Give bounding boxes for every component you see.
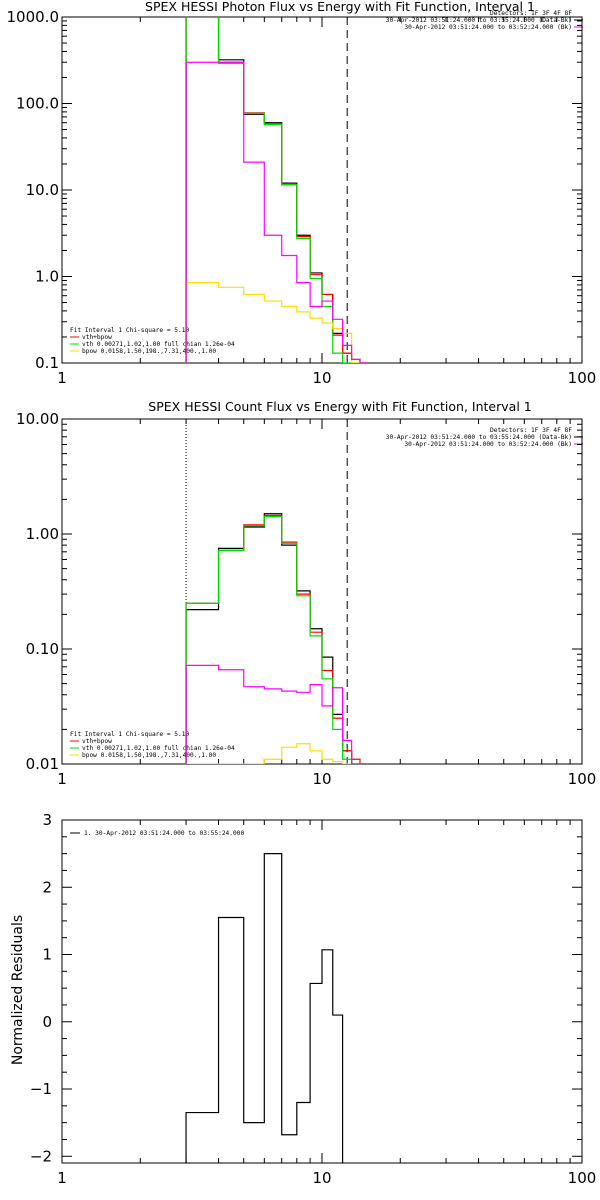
residuals-ylabel: Normalized Residuals [10,915,26,1065]
count-series-data [185,513,368,764]
residuals-legend: 1. 30-Apr-2012 03:51:24.000 to 03:55:24.… [70,830,244,837]
count-series-fit_total [185,514,368,764]
count-legend-bpow: bpow 0.0158,1.50,198.,7.31,400.,1.00 [82,752,216,759]
photon-ytick-label: 0.1 [35,354,59,372]
count-legend-vth: vth 0.00271,1.02,1.00 full chian 1.26e-0… [82,745,235,752]
photon-flux-panel: SPEX HESSI Photon Flux vs Energy with Fi… [7,0,597,387]
photon-series-bpow [185,282,368,363]
count-legend-bottom: Fit Interval 1 Chi-square = 5.10 vth+bpo… [70,731,235,759]
count-legend-data: 30-Apr-2012 03:51:24.000 to 03:55:24.000… [386,434,572,441]
count-flux-panel: SPEX HESSI Count Flux vs Energy with Fit… [16,399,596,788]
photon-legend-vth: vth 0.00271,1.02,1.00 full chian 1.26e-0… [82,341,235,348]
count-xtick-label: 10 [312,770,331,788]
photon-legend-total: vth+bpow [82,334,112,341]
count-ytick-label: 1.00 [26,525,59,543]
count-xtick-label: 1 [57,770,67,788]
photon-series-data [185,17,368,363]
count-legend-detectors: Detectors: 1F 3F 4F 8F [490,427,572,434]
count-series-vth [185,515,368,764]
count-series-bpow [186,743,368,764]
count-series-background [185,664,368,764]
count-xtick-label: 100 [568,770,597,788]
count-plot-frame [61,418,583,765]
residuals-series-data [185,853,344,1163]
residuals-ytick-label: −2 [30,1147,52,1165]
photon-series-fit_total [185,17,368,363]
photon-legend-bk: 30-Apr-2012 03:51:24.000 to 03:52:24.000… [404,24,572,31]
photon-xtick-label: 100 [568,369,597,387]
count-legend-top: Detectors: 1F 3F 4F 8F 30-Apr-2012 03:51… [386,427,583,448]
count-ytick-label: 10.00 [16,410,59,428]
photon-ytick-label: 1000.0 [7,8,60,26]
photon-legend-detectors: Detectors: 1F 3F 4F 8F [490,10,572,17]
count-legend-total: vth+bpow [82,738,112,745]
count-ytick-label: 0.01 [26,755,59,773]
residuals-xtick-label: 10 [312,1169,331,1187]
photon-legend-bpow: bpow 0.0158,1.50,198.,7.31,400.,1.00 [82,348,216,355]
photon-plot-frame [61,16,583,364]
residuals-panel: Normalized Residuals 1. 30-Apr-2012 03:5… [10,811,596,1187]
photon-legend-bottom: Fit Interval 1 Chi-square = 5.10 vth+bpo… [70,327,235,355]
residuals-ytick-label: 0 [42,1013,52,1031]
photon-legend-fit-header: Fit Interval 1 Chi-square = 5.10 [70,327,189,334]
residuals-plot-frame [61,819,583,1164]
photon-ytick-label: 1.0 [35,268,59,286]
photon-xtick-label: 1 [57,369,67,387]
residuals-ytick-label: −1 [30,1080,52,1098]
residuals-xtick-label: 1 [57,1169,67,1187]
residuals-xtick-label: 100 [568,1169,597,1187]
photon-series-background [185,61,368,363]
photon-series-vth [185,17,368,363]
residuals-ytick-label: 2 [42,878,52,896]
residuals-legend-label: 1. 30-Apr-2012 03:51:24.000 to 03:55:24.… [84,830,244,837]
photon-flux-title: SPEX HESSI Photon Flux vs Energy with Fi… [145,0,535,14]
residuals-ytick-label: 3 [42,811,52,829]
count-legend-bk: 30-Apr-2012 03:51:24.000 to 03:52:24.000… [404,441,572,448]
count-legend-fit-header: Fit Interval 1 Chi-square = 5.10 [70,731,189,738]
residuals-ytick-label: 1 [42,946,52,964]
photon-ytick-label: 10.0 [26,181,59,199]
photon-ytick-label: 100.0 [16,95,59,113]
count-flux-title: SPEX HESSI Count Flux vs Energy with Fit… [148,399,531,414]
count-ytick-label: 0.10 [26,640,59,658]
photon-xtick-label: 10 [312,369,331,387]
